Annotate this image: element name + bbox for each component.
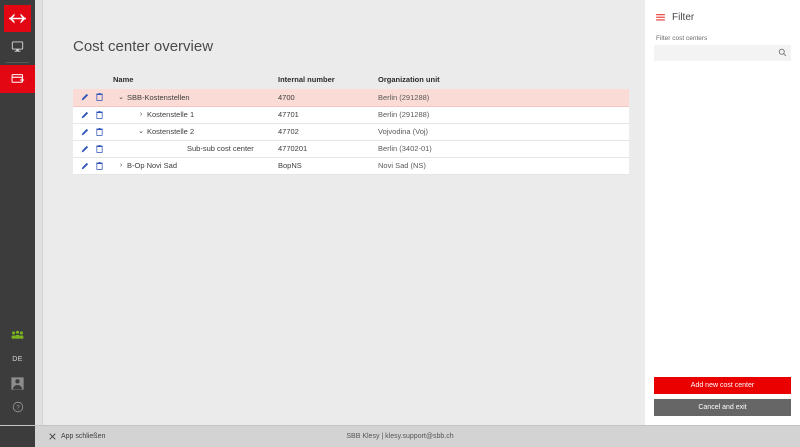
cost-center-table-wrap: Name Internal number Organization unit ⌄… bbox=[73, 72, 629, 175]
sidebar-divider bbox=[6, 62, 29, 63]
row-internal-number: BopNS bbox=[278, 161, 302, 170]
row-actions-cell bbox=[73, 89, 113, 106]
row-internal-number: 47702 bbox=[278, 127, 299, 136]
sidebar-item-help[interactable]: ? bbox=[0, 395, 35, 419]
footer-support-text: SBB Klesy | klesy.support@sbb.ch bbox=[346, 433, 454, 440]
table-header: Name Internal number Organization unit bbox=[73, 72, 629, 89]
trash-icon[interactable] bbox=[96, 127, 103, 136]
row-name-label: Kostenstelle 2 bbox=[147, 127, 195, 136]
column-header-internal-number: Internal number bbox=[278, 75, 335, 84]
table-row[interactable]: › Kostenstelle 1 47701 Berlin (291288) bbox=[73, 106, 629, 123]
row-actions-cell bbox=[73, 157, 113, 174]
sidebar-bottom-group: DE ? bbox=[0, 323, 35, 425]
row-name-cell: ⌄ SBB-Kostenstellen bbox=[113, 89, 278, 106]
close-x-icon bbox=[49, 433, 56, 440]
chevron-right-icon[interactable]: › bbox=[139, 111, 143, 118]
row-name-label: Sub-sub cost center bbox=[187, 144, 254, 153]
filter-header: Filter bbox=[656, 12, 791, 23]
row-actions-cell bbox=[73, 123, 113, 140]
sidebar-item-account[interactable] bbox=[0, 371, 35, 395]
pencil-icon[interactable] bbox=[81, 93, 89, 101]
table-body: ⌄ SBB-Kostenstellen 4700 Berlin (291288) › Ko… bbox=[73, 89, 629, 174]
row-organization-unit: Berlin (3402-01) bbox=[378, 144, 432, 153]
user-avatar-icon bbox=[11, 376, 24, 390]
svg-text:?: ? bbox=[16, 405, 20, 411]
search-icon[interactable] bbox=[778, 48, 787, 57]
row-actions-cell bbox=[73, 106, 113, 123]
column-header-name: Name bbox=[113, 75, 134, 84]
trash-icon[interactable] bbox=[96, 110, 103, 119]
pencil-icon[interactable] bbox=[81, 145, 89, 153]
footer-bar: App schließen SBB Klesy | klesy.support@… bbox=[0, 425, 800, 447]
chevron-right-icon[interactable]: › bbox=[119, 162, 123, 169]
row-internal-number: 4700 bbox=[278, 92, 295, 102]
row-name-label: SBB-Kostenstellen bbox=[127, 92, 190, 102]
main-content: Cost center overview Name Internal numbe… bbox=[43, 0, 645, 425]
row-organization-unit: Berlin (291288) bbox=[378, 92, 430, 102]
filter-title: Filter bbox=[672, 12, 695, 23]
row-name-cell: › Kostenstelle 1 bbox=[113, 106, 278, 123]
row-name-cell: ⌄ Kostenstelle 2 bbox=[113, 123, 278, 140]
filter-search-box[interactable] bbox=[654, 45, 791, 65]
cancel-and-exit-button[interactable]: Cancel and exit bbox=[654, 399, 791, 416]
pencil-icon[interactable] bbox=[81, 162, 89, 170]
add-new-cost-center-button[interactable]: Add new cost center bbox=[654, 377, 791, 394]
monitor-icon bbox=[11, 40, 24, 52]
page-title: Cost center overview bbox=[73, 38, 214, 55]
row-name-cell: Sub-sub cost center bbox=[113, 140, 278, 157]
column-header-organization-unit: Organization unit bbox=[378, 75, 440, 84]
filter-field-label: Filter cost centers bbox=[656, 35, 708, 42]
sidebar-item-cost-centers[interactable] bbox=[0, 65, 35, 93]
filter-search-input[interactable] bbox=[654, 48, 791, 65]
users-group-icon bbox=[11, 330, 24, 339]
table-row[interactable]: Sub-sub cost center 4770201 Berlin (3402-0… bbox=[73, 140, 629, 157]
trash-icon[interactable] bbox=[96, 93, 103, 102]
row-internal-number: 47701 bbox=[278, 110, 299, 119]
row-name-cell: › B-Op Novi Sad bbox=[113, 157, 278, 174]
chevron-down-icon[interactable]: ⌄ bbox=[118, 93, 124, 101]
content-gutter bbox=[35, 0, 43, 425]
filter-lines-icon bbox=[656, 13, 665, 21]
body-region: DE ? Co bbox=[0, 0, 800, 425]
sbb-logo[interactable] bbox=[4, 5, 31, 32]
row-internal-number: 4770201 bbox=[278, 144, 308, 153]
row-organization-unit: Vojvodina (Voj) bbox=[378, 127, 429, 136]
trash-icon[interactable] bbox=[96, 161, 103, 170]
row-actions-cell bbox=[73, 140, 113, 157]
column-header-actions bbox=[73, 72, 113, 89]
card-add-icon bbox=[11, 73, 24, 83]
table-header-row: Name Internal number Organization unit bbox=[73, 72, 629, 89]
sidebar-item-monitor[interactable] bbox=[0, 32, 35, 60]
chevron-down-icon[interactable]: ⌄ bbox=[138, 128, 144, 135]
pencil-icon[interactable] bbox=[81, 128, 89, 136]
row-organization-unit: Berlin (291288) bbox=[378, 110, 430, 119]
cost-center-table: Name Internal number Organization unit ⌄… bbox=[73, 72, 629, 175]
sidebar-item-language[interactable]: DE bbox=[0, 347, 35, 371]
sidebar-item-user-groups[interactable] bbox=[0, 323, 35, 347]
table-row[interactable]: ⌄ SBB-Kostenstellen 4700 Berlin (291288) bbox=[73, 89, 629, 106]
pencil-icon[interactable] bbox=[81, 111, 89, 119]
language-label: DE bbox=[12, 355, 23, 363]
row-name-label: B-Op Novi Sad bbox=[127, 161, 178, 170]
filter-spacer bbox=[654, 61, 791, 377]
close-app-label: App schließen bbox=[61, 433, 106, 440]
row-name-label: Kostenstelle 1 bbox=[147, 110, 195, 119]
help-circle-icon: ? bbox=[12, 401, 23, 413]
table-row[interactable]: ⌄ Kostenstelle 2 47702 Vojvodina (Voj) bbox=[73, 123, 629, 140]
left-sidebar: DE ? bbox=[0, 0, 35, 425]
close-app-button[interactable]: App schließen bbox=[49, 433, 105, 440]
filter-panel: Filter Filter cost centers Add new cost … bbox=[645, 0, 800, 425]
table-row[interactable]: › B-Op Novi Sad BopNS Novi Sad (NS) bbox=[73, 157, 629, 174]
trash-icon[interactable] bbox=[96, 144, 103, 153]
footer-rail-pad bbox=[0, 425, 35, 447]
row-organization-unit: Novi Sad (NS) bbox=[378, 161, 426, 170]
